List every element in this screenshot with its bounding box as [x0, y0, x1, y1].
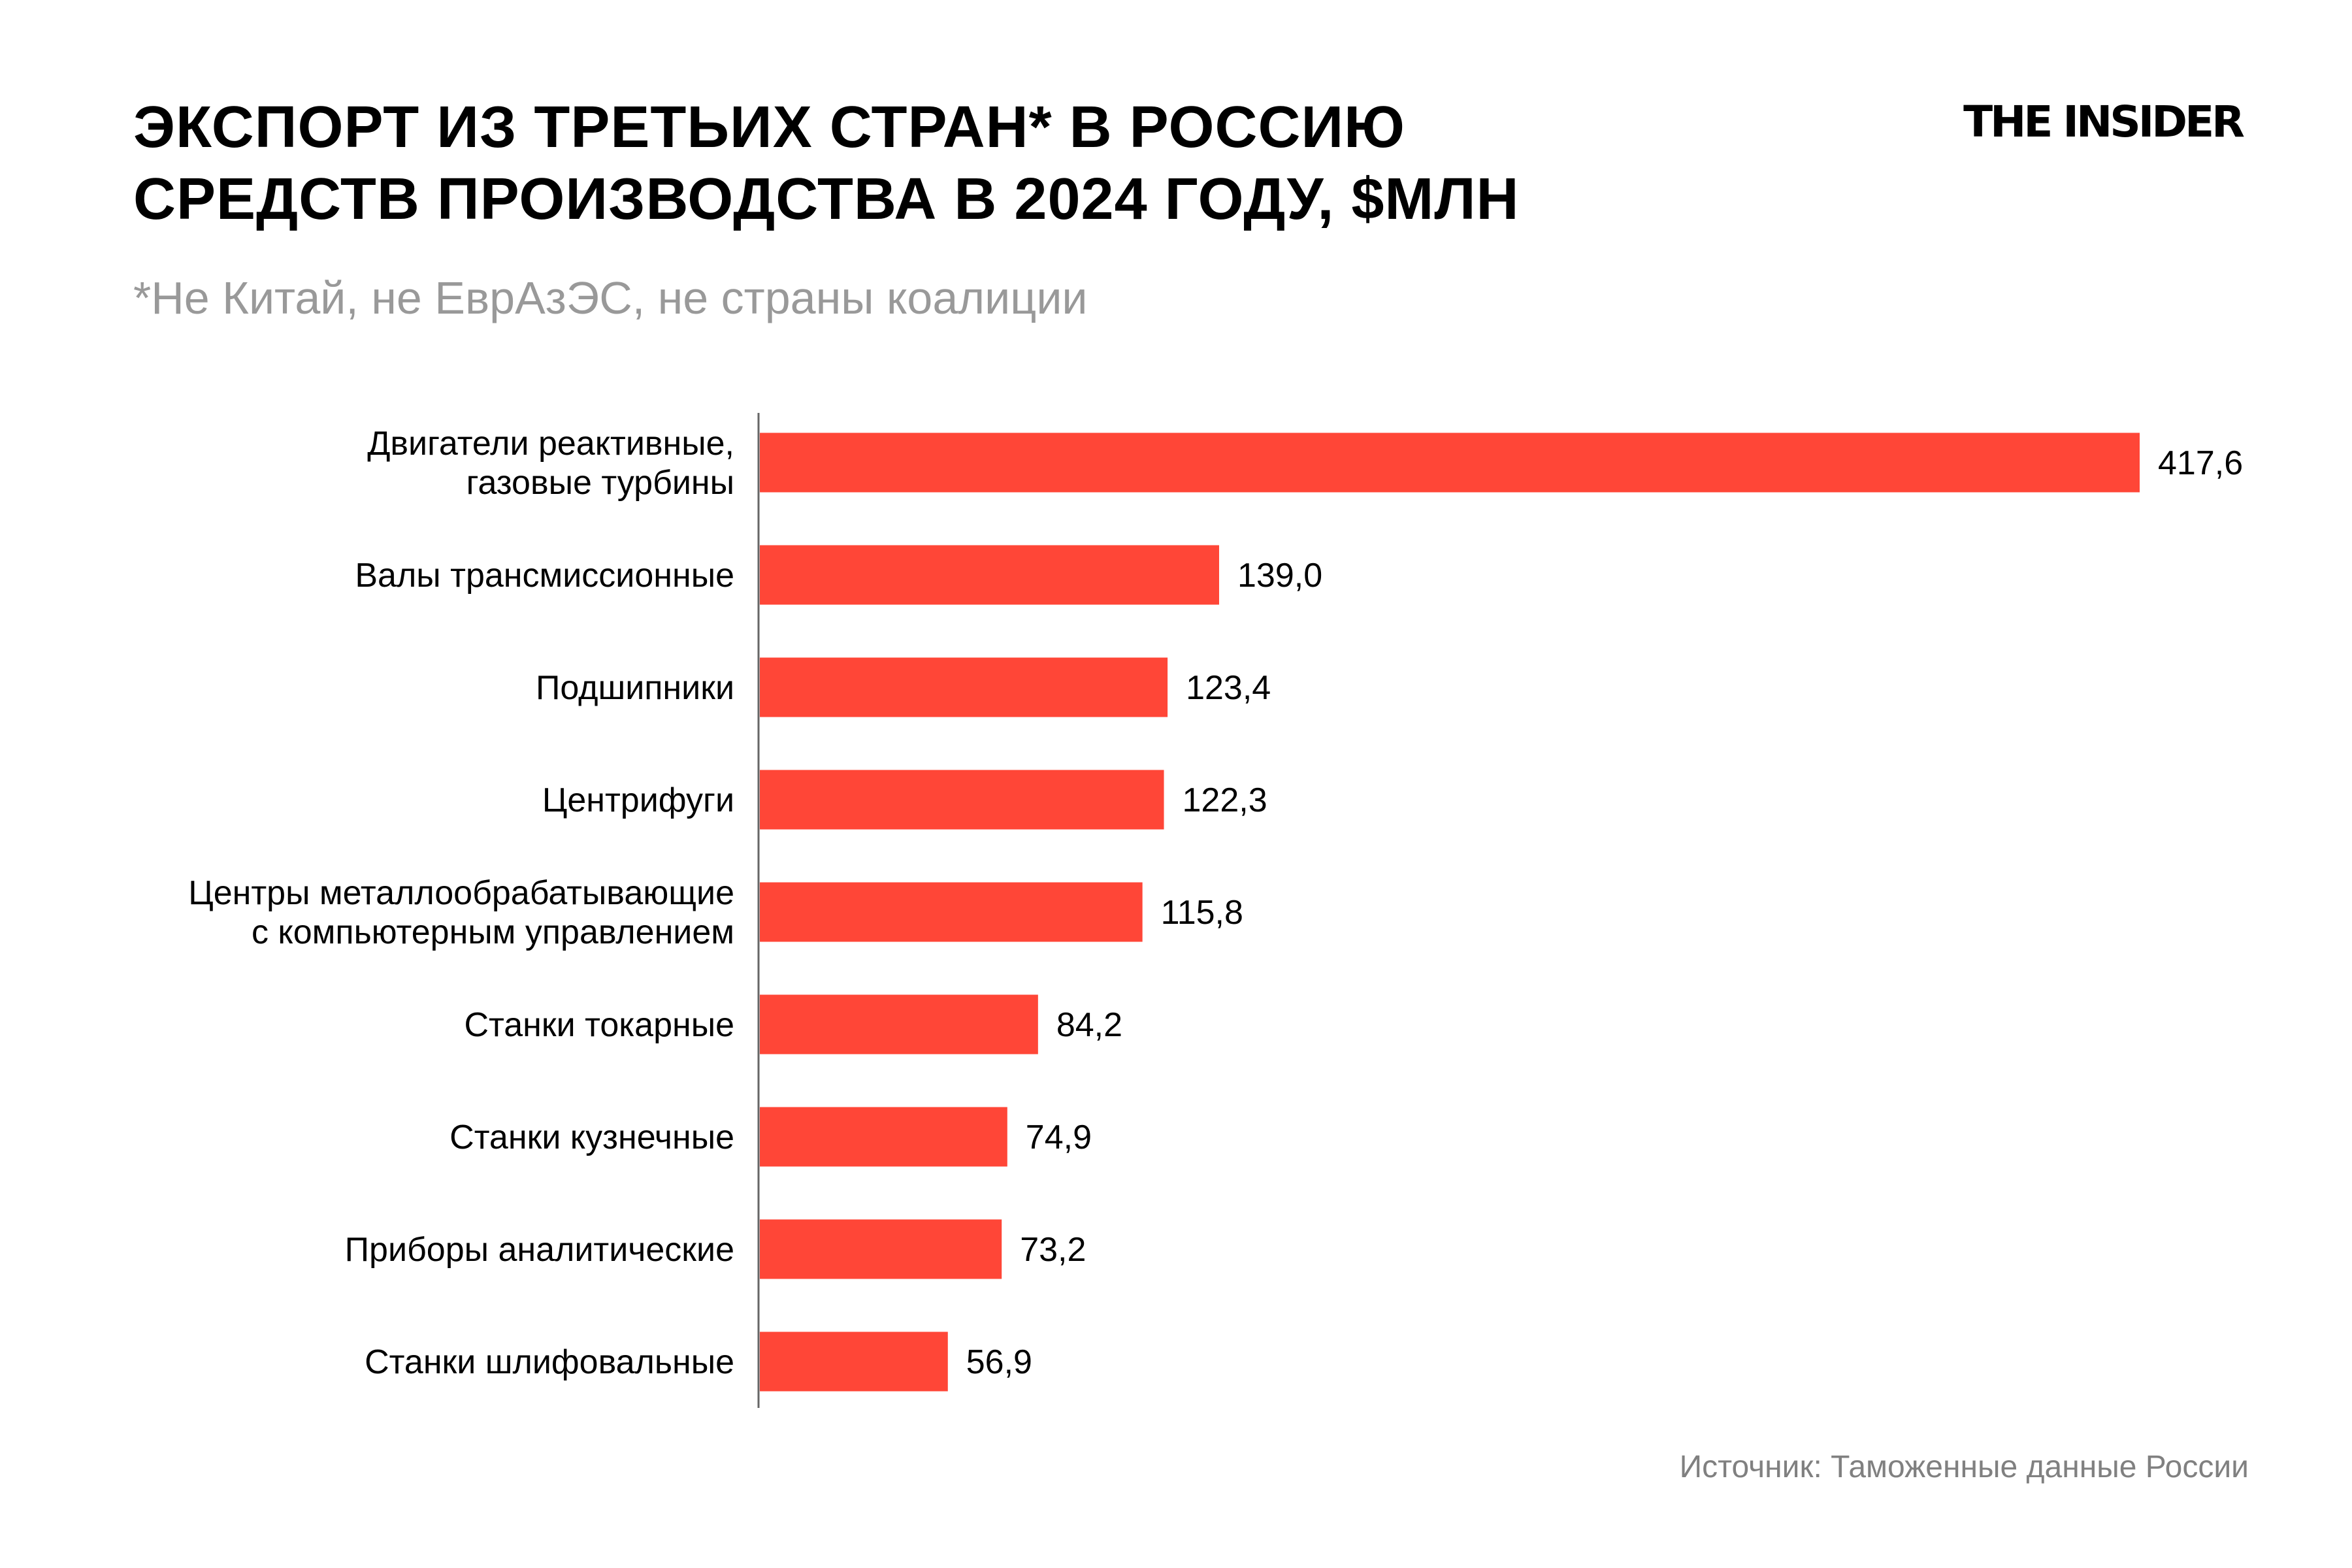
bar [760, 994, 1038, 1054]
category-label: Центрифуги [542, 781, 734, 819]
source-note: Источник: Таможенные данные России [1679, 1450, 2249, 1484]
bar [760, 657, 1168, 717]
category-label: Двигатели реактивные, [367, 425, 734, 463]
value-label: 139,0 [1237, 557, 1322, 595]
title-line-2: СРЕДСТВ ПРОИЗВОДСТВА В 2024 ГОДУ, $МЛН [133, 167, 1520, 232]
category-label: Подшипники [536, 669, 734, 707]
bar [760, 545, 1219, 605]
category-label: Валы трансмиссионные [355, 557, 734, 595]
value-label: 115,8 [1161, 894, 1243, 932]
bar [760, 770, 1164, 830]
bar [760, 882, 1143, 942]
category-label: Станки токарные [464, 1006, 734, 1044]
value-label: 123,4 [1186, 669, 1271, 707]
category-label: Приборы аналитические [345, 1231, 734, 1269]
chart-title: ЭКСПОРТ ИЗ ТРЕТЬИХ СТРАН* В РОССИЮ СРЕДС… [133, 91, 1520, 235]
the-insider-logo: THE INSIDER [1963, 97, 2245, 147]
bar [760, 433, 2140, 493]
value-label: 122,3 [1183, 781, 1267, 819]
category-label: с компьютерным управлением [252, 913, 734, 951]
value-label: 73,2 [1020, 1231, 1086, 1269]
category-label: Станки шлифовальные [365, 1343, 734, 1381]
category-label: Центры металлообрабатывающие [188, 874, 734, 912]
category-label: газовые турбины [466, 464, 734, 502]
value-label: 56,9 [966, 1343, 1032, 1381]
bar [760, 1107, 1007, 1167]
value-label: 74,9 [1026, 1119, 1092, 1156]
bar [760, 1331, 948, 1392]
category-label: Станки кузнечные [449, 1119, 734, 1156]
value-label: 417,6 [2158, 444, 2243, 482]
bar [760, 1219, 1002, 1279]
value-label: 84,2 [1056, 1006, 1122, 1044]
chart-subtitle: *Не Китай, не ЕврАзЭС, не страны коалици… [133, 272, 1088, 323]
title-line-1: ЭКСПОРТ ИЗ ТРЕТЬИХ СТРАН* В РОССИЮ [133, 95, 1405, 160]
